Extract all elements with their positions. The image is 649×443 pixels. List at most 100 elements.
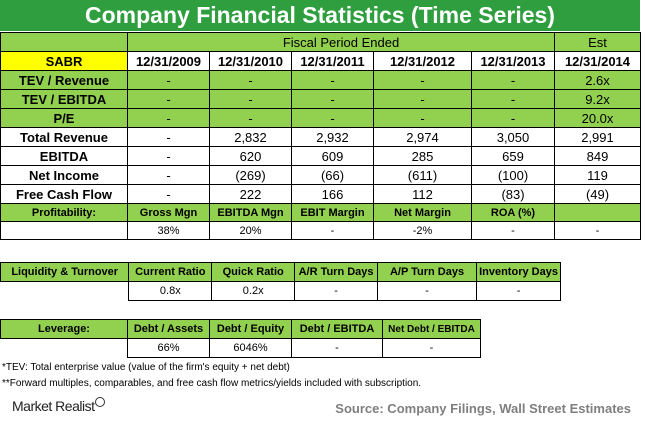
- metric-header: EBITDA Mgn: [209, 203, 292, 222]
- est-header: Est: [554, 32, 641, 52]
- cell: -: [294, 281, 378, 301]
- page-title: Company Financial Statistics (Time Serie…: [0, 0, 640, 31]
- section-label: Leverage:: [0, 319, 128, 339]
- date-header: 12/31/2011: [291, 51, 374, 71]
- metric-header: Current Ratio: [128, 262, 213, 282]
- cell: -: [127, 70, 210, 90]
- cell: -: [471, 70, 555, 90]
- ticker: SABR: [0, 51, 128, 71]
- cell: 6046%: [209, 338, 292, 358]
- cell: -: [127, 165, 210, 185]
- cell: -: [471, 221, 555, 240]
- cell: 222: [209, 184, 292, 204]
- cell: 119: [554, 165, 641, 185]
- cell: -: [373, 108, 472, 128]
- row-label: TEV / Revenue: [0, 70, 128, 90]
- cell: -: [127, 146, 210, 166]
- cell: -: [209, 89, 292, 109]
- cell: -: [127, 184, 210, 204]
- cell: 20.0x: [554, 108, 641, 128]
- cell: 9.2x: [554, 89, 641, 109]
- cell: -: [291, 70, 374, 90]
- cell: 620: [209, 146, 292, 166]
- cell: (83): [471, 184, 555, 204]
- metric-header: A/P Turn Days: [376, 262, 478, 282]
- metric-header: Net Debt / EBITDA: [382, 319, 481, 339]
- header-blank: [0, 32, 128, 52]
- cell: (100): [471, 165, 555, 185]
- section-label: Liquidity & Turnover: [0, 262, 130, 282]
- cell: 0.2x: [211, 281, 296, 301]
- cell: -: [373, 70, 472, 90]
- cell: 2,932: [291, 127, 374, 147]
- metric-header: Quick Ratio: [211, 262, 296, 282]
- liquidity-table: Liquidity & Turnover Current Ratio Quick…: [0, 262, 561, 301]
- metric-header: Net Margin: [373, 203, 472, 222]
- row-label: Net Income: [0, 165, 128, 185]
- metric-header: Inventory Days: [476, 262, 561, 282]
- metric-header: ROA (%): [471, 203, 555, 222]
- row-label: Total Revenue: [0, 127, 128, 147]
- cell: -: [127, 89, 210, 109]
- metric-header: Debt / Assets: [127, 319, 210, 339]
- cell: 0.8x: [128, 281, 213, 301]
- section-blank: [0, 221, 128, 240]
- section-label: Profitability:: [0, 203, 128, 222]
- cell: -: [471, 89, 555, 109]
- row-label: Free Cash Flow: [0, 184, 128, 204]
- cell: 112: [373, 184, 472, 204]
- cell: 849: [554, 146, 641, 166]
- cell: 2,832: [209, 127, 292, 147]
- footnote-forward: **Forward multiples, comparables, and fr…: [2, 378, 422, 389]
- cell: -: [209, 70, 292, 90]
- cell: 609: [291, 146, 374, 166]
- cell: -: [291, 338, 383, 358]
- brand-logo: Market Realist: [12, 397, 106, 414]
- cell: -: [291, 108, 374, 128]
- row-label: EBITDA: [0, 146, 128, 166]
- cell: 285: [373, 146, 472, 166]
- section-blank: [0, 338, 128, 358]
- cell: -: [476, 281, 561, 301]
- cell: -: [554, 221, 641, 240]
- cell: 38%: [127, 221, 210, 240]
- cell: 659: [471, 146, 555, 166]
- cell: 2,991: [554, 127, 641, 147]
- cell: (49): [554, 184, 641, 204]
- cell: (611): [373, 165, 472, 185]
- cell: 66%: [127, 338, 210, 358]
- date-header: 12/31/2010: [209, 51, 292, 71]
- metric-header: Gross Mgn: [127, 203, 210, 222]
- cell: 3,050: [471, 127, 555, 147]
- date-header: 12/31/2013: [471, 51, 555, 71]
- cell: -: [471, 108, 555, 128]
- metric-header: EBIT Margin: [291, 203, 374, 222]
- date-header: 12/31/2009: [127, 51, 210, 71]
- cell: 2,974: [373, 127, 472, 147]
- source-credit: Source: Company Filings, Wall Street Est…: [335, 401, 631, 416]
- magnifier-icon: [95, 397, 106, 407]
- financial-stats-table: Fiscal Period Ended Est SABR 12/31/2009 …: [0, 32, 641, 240]
- cell: (66): [291, 165, 374, 185]
- cell: -: [209, 108, 292, 128]
- row-label: P/E: [0, 108, 128, 128]
- cell: (269): [209, 165, 292, 185]
- date-header: 12/31/2012: [373, 51, 472, 71]
- metric-header: Debt / EBITDA: [291, 319, 383, 339]
- section-blank: [0, 281, 130, 301]
- metric-header: Debt / Equity: [209, 319, 292, 339]
- metric-header: A/R Turn Days: [294, 262, 378, 282]
- cell: -: [373, 89, 472, 109]
- cell: 2.6x: [554, 70, 641, 90]
- cell: -2%: [373, 221, 472, 240]
- cell: -: [127, 127, 210, 147]
- cell: -: [376, 281, 478, 301]
- cell: -: [382, 338, 481, 358]
- cell: 20%: [209, 221, 292, 240]
- cell: -: [291, 221, 374, 240]
- row-label: TEV / EBITDA: [0, 89, 128, 109]
- leverage-table: Leverage: Debt / Assets Debt / Equity De…: [0, 319, 481, 358]
- period-header: Fiscal Period Ended: [127, 32, 555, 52]
- metric-header: [554, 203, 641, 222]
- cell: 166: [291, 184, 374, 204]
